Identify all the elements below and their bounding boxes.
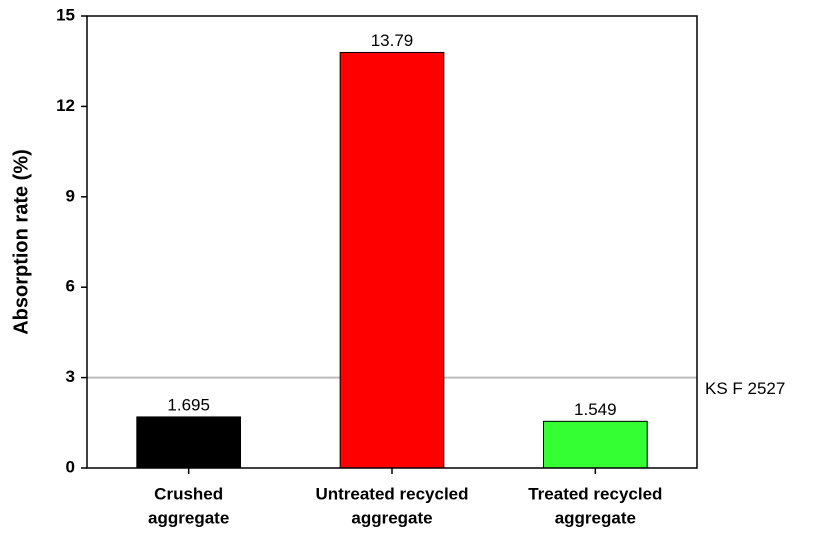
y-tick-label: 9	[66, 186, 75, 205]
x-tick-label: aggregate	[555, 508, 636, 527]
y-tick-label: 0	[66, 457, 75, 476]
y-tick-label: 15	[56, 5, 75, 24]
data-label: 1.549	[574, 400, 617, 419]
y-tick-label: 12	[56, 96, 75, 115]
plot-frame	[86, 15, 698, 469]
bar	[136, 416, 242, 469]
x-tick-label: Crushed	[154, 484, 223, 503]
x-tick-label: aggregate	[148, 508, 229, 527]
x-tick-label: aggregate	[351, 508, 432, 527]
data-label: 13.79	[371, 31, 414, 50]
bar	[542, 420, 648, 469]
bar	[339, 51, 445, 469]
reference-label: KS F 2527	[705, 379, 785, 398]
x-tick-label: Treated recycled	[528, 484, 662, 503]
y-axis-label: Absorption rate (%)	[10, 149, 32, 335]
x-tick-label: Untreated recycled	[315, 484, 468, 503]
y-tick-label: 3	[66, 367, 75, 386]
data-label: 1.695	[167, 395, 210, 414]
y-tick-label: 6	[66, 277, 75, 296]
